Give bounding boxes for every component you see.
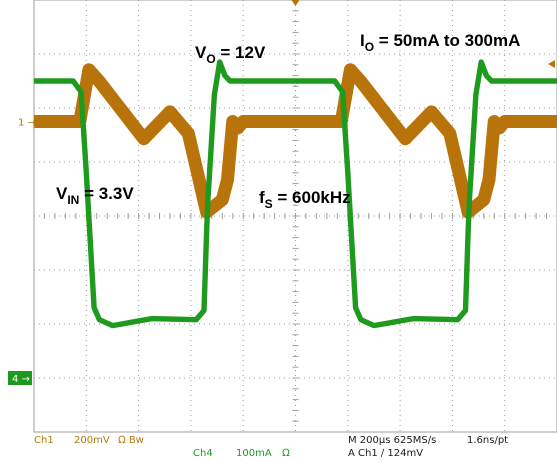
trace-ch4 bbox=[34, 59, 557, 329]
status-ch1-bw: Ω Bw bbox=[118, 435, 144, 446]
status-bar: Ch1 200mV Ω Bw Ch4 100mA Ω M 200µs 625MS… bbox=[34, 435, 508, 459]
status-resolution: 1.6ns/pt bbox=[467, 435, 508, 446]
trace-ch1 bbox=[34, 63, 557, 219]
status-ch4-unit: Ω bbox=[282, 448, 290, 459]
status-ch1: Ch1 bbox=[34, 435, 54, 446]
annotation-vin: VIN = 3.3V bbox=[56, 184, 134, 207]
status-ch4-scale: 100mA bbox=[236, 448, 272, 459]
trigger-position-marker bbox=[291, 0, 300, 6]
markers: 1 → 4 → bbox=[8, 0, 555, 385]
annotation-fs: fS = 600kHz bbox=[259, 188, 351, 211]
ch4-ground-marker-box bbox=[8, 371, 32, 385]
status-ch4: Ch4 bbox=[193, 448, 213, 459]
graticule bbox=[33, 0, 557, 433]
trigger-level-marker bbox=[548, 60, 555, 68]
annotation-vo: VO = 12V bbox=[195, 43, 266, 66]
status-trigger: A Ch1 ∕ 124mV bbox=[348, 448, 423, 459]
status-timebase: M 200µs 625MS/s bbox=[348, 435, 436, 446]
ch1-ground-marker: 1 → bbox=[18, 118, 36, 129]
ch4-ground-marker: 4 → bbox=[12, 374, 30, 385]
annotation-io: IO = 50mA to 300mA bbox=[360, 31, 520, 54]
traces bbox=[34, 59, 557, 329]
status-ch1-scale: 200mV bbox=[74, 435, 110, 446]
